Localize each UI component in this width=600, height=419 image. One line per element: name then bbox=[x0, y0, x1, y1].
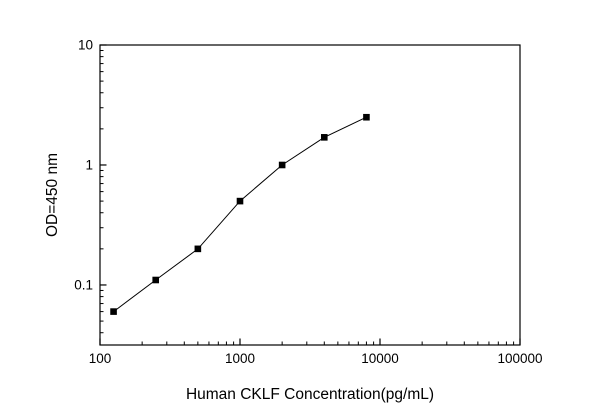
x-tick-label: 1000 bbox=[225, 351, 255, 366]
data-point-marker bbox=[236, 197, 244, 205]
x-tick-label: 100 bbox=[89, 351, 112, 366]
curve-line bbox=[113, 116, 367, 312]
data-point-marker bbox=[278, 161, 286, 169]
x-tick-label: 10000 bbox=[361, 351, 399, 366]
data-point-marker bbox=[152, 276, 160, 284]
y-tick-label: 1 bbox=[85, 157, 93, 172]
x-tick-label: 100000 bbox=[497, 351, 542, 366]
data-point-marker bbox=[194, 245, 202, 253]
x-axis-label: Human CKLF Concentration(pg/mL) bbox=[186, 386, 434, 403]
plot-box bbox=[99, 44, 521, 346]
y-axis-label: OD=450 nm bbox=[44, 153, 61, 237]
data-point-marker bbox=[110, 308, 117, 315]
y-tick-label: 0.1 bbox=[74, 277, 93, 292]
data-point-marker bbox=[363, 113, 370, 121]
data-point-marker bbox=[320, 134, 328, 141]
y-tick-label: 10 bbox=[78, 38, 93, 53]
